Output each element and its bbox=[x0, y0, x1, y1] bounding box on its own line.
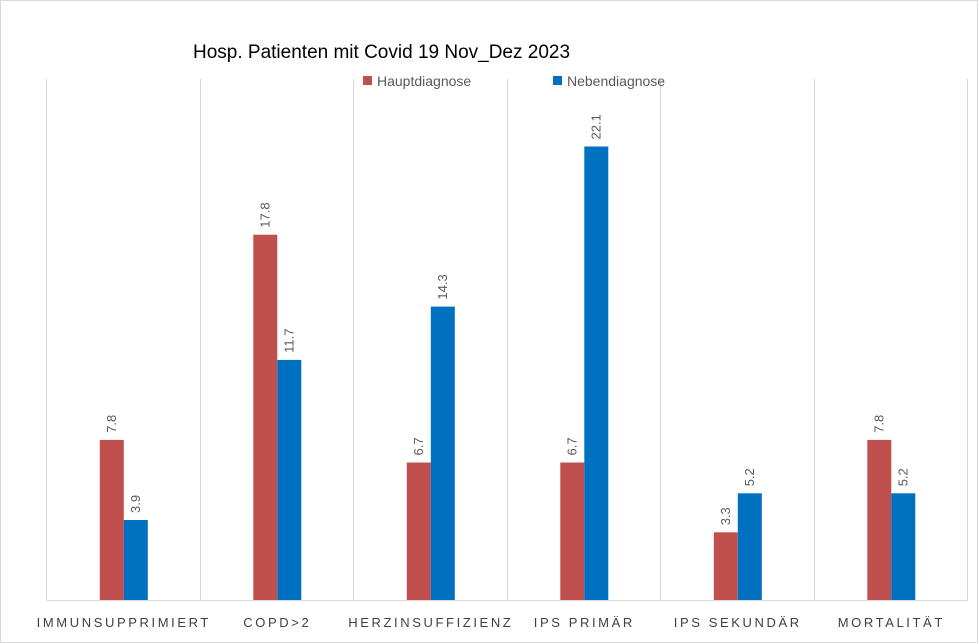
bar-hauptdiagnose-mortalitaet bbox=[867, 439, 892, 600]
value-label-nebendiagnose-ips-sekundaer: 5.2 bbox=[742, 468, 757, 486]
category-separators bbox=[46, 79, 968, 600]
bar-hauptdiagnose-ips-primaer bbox=[560, 462, 585, 600]
value-label-hauptdiagnose-ips-primaer: 6.7 bbox=[564, 437, 579, 455]
value-label-hauptdiagnose-mortalitaet: 7.8 bbox=[871, 415, 886, 433]
category-label-ips-sekundaer: IPS SEKUNDÄR bbox=[674, 615, 802, 630]
bar-nebendiagnose-mortalitaet bbox=[891, 493, 916, 600]
legend-swatch-hauptdiagnose bbox=[363, 76, 372, 85]
bars bbox=[99, 146, 916, 600]
category-label-copd-2: COPD>2 bbox=[243, 615, 311, 630]
value-label-hauptdiagnose-ips-sekundaer: 3.3 bbox=[718, 507, 733, 525]
value-label-nebendiagnose-immunsupprimiert: 3.9 bbox=[128, 495, 143, 513]
legend-label-hauptdiagnose: Hauptdiagnose bbox=[377, 73, 471, 89]
legend-label-nebendiagnose: Nebendiagnose bbox=[567, 73, 665, 89]
value-label-hauptdiagnose-herzinsuffizienz: 6.7 bbox=[411, 437, 426, 455]
value-label-nebendiagnose-copd-2: 11.7 bbox=[281, 329, 296, 353]
value-label-nebendiagnose-herzinsuffizienz: 14.3 bbox=[435, 274, 450, 299]
bar-hauptdiagnose-immunsupprimiert bbox=[99, 439, 124, 600]
bar-nebendiagnose-immunsupprimiert bbox=[123, 520, 148, 600]
category-label-herzinsuffizienz: HERZINSUFFIZIENZ bbox=[348, 615, 513, 630]
value-label-hauptdiagnose-copd-2: 17.8 bbox=[257, 202, 272, 227]
category-label-immunsupprimiert: IMMUNSUPPRIMIERT bbox=[37, 615, 211, 630]
chart-title: Hosp. Patienten mit Covid 19 Nov_Dez 202… bbox=[193, 42, 570, 63]
value-label-hauptdiagnose-immunsupprimiert: 7.8 bbox=[104, 415, 119, 433]
category-label-ips-primaer: IPS PRIMÄR bbox=[534, 615, 635, 630]
bar-hauptdiagnose-herzinsuffizienz bbox=[406, 462, 431, 600]
category-labels: IMMUNSUPPRIMIERT COPD>2 HERZINSUFFIZIENZ IP… bbox=[37, 615, 945, 630]
value-label-nebendiagnose-mortalitaet: 5.2 bbox=[895, 468, 910, 486]
legend-swatch-nebendiagnose bbox=[553, 76, 562, 85]
bar-hauptdiagnose-copd-2 bbox=[253, 234, 278, 600]
category-label-mortalitaet: MORTALITÄT bbox=[838, 615, 945, 630]
bar-nebendiagnose-herzinsuffizienz bbox=[430, 306, 455, 600]
bar-nebendiagnose-ips-sekundaer bbox=[737, 493, 762, 600]
value-label-nebendiagnose-ips-primaer: 22.1 bbox=[588, 114, 603, 139]
bar-hauptdiagnose-ips-sekundaer bbox=[713, 532, 738, 600]
bar-nebendiagnose-copd-2 bbox=[277, 359, 302, 600]
bar-nebendiagnose-ips-primaer bbox=[584, 146, 609, 600]
legend: Hauptdiagnose Nebendiagnose bbox=[363, 73, 665, 89]
data-labels: 7.8 3.9 17.8 11.7 6.7 14.3 6.7 22.1 3.3 5.2 7.8 5.2 bbox=[104, 114, 910, 525]
